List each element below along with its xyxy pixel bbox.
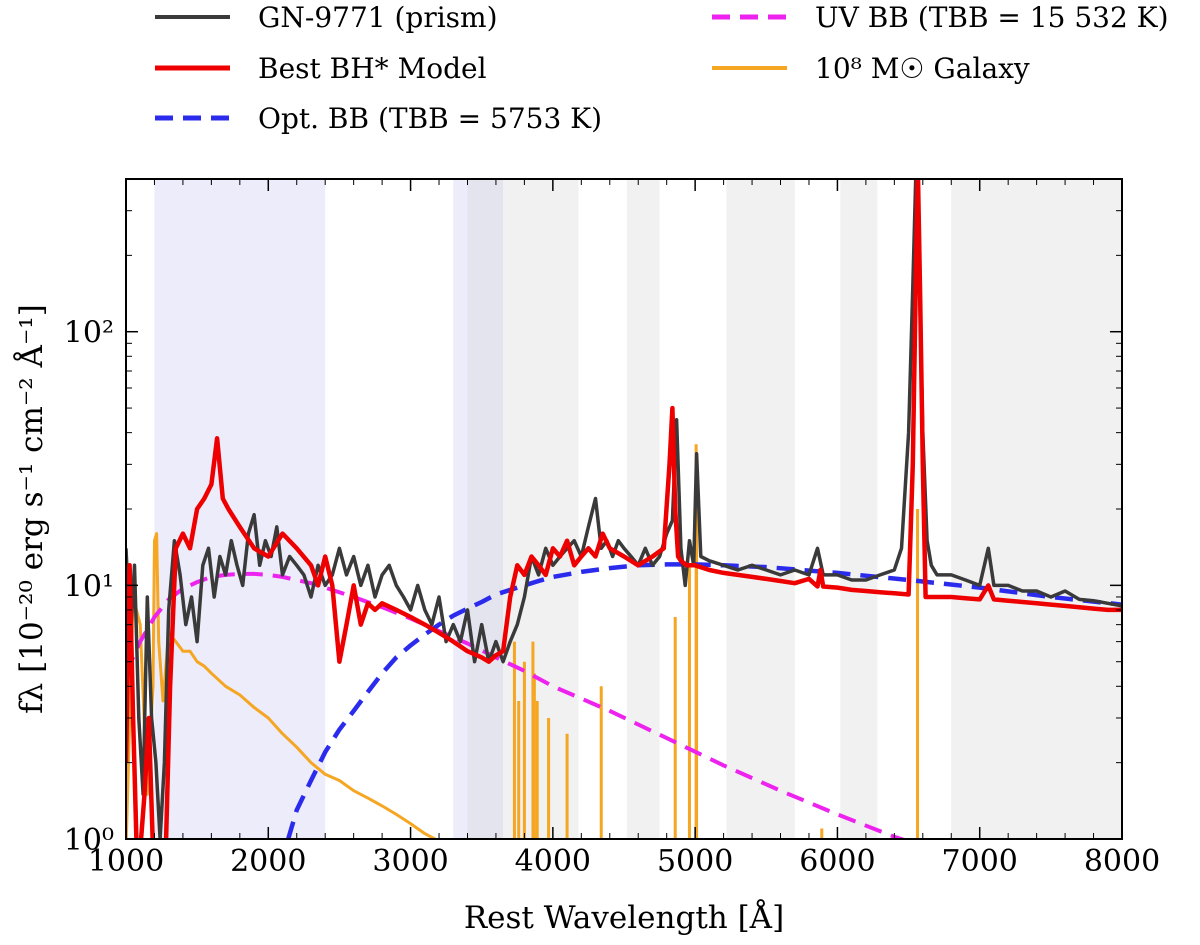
- shade-gray-1: [626, 179, 660, 839]
- x-tick-label-4: 5000: [657, 844, 733, 879]
- axis-ticks: 1000 2000 3000 4000 5000 6000 7000 8000 10⁰ 10¹ 10…: [64, 178, 1160, 879]
- x-tick-label-7: 8000: [1084, 844, 1160, 879]
- x-tick-label-2: 3000: [372, 844, 448, 879]
- legend: GN-9771 (prism) Best BH* Model Opt. BB (…: [155, 1, 1169, 135]
- y-tick-label-2: 10²: [64, 316, 114, 351]
- legend-label-gn9771: GN-9771 (prism): [258, 1, 498, 34]
- legend-label-galaxy: 10⁸ M☉ Galaxy: [815, 52, 1030, 85]
- series-3-line: [126, 571, 908, 839]
- y-tick-label-0: 10⁰: [64, 823, 114, 858]
- x-tick-label-0: 1000: [88, 844, 164, 879]
- shade-gray-2: [726, 179, 795, 839]
- y-tick-label-1: 10¹: [64, 569, 114, 604]
- series-4-line: [126, 532, 439, 839]
- shade-gray-3: [840, 179, 878, 839]
- x-tick-label-5: 6000: [799, 844, 875, 879]
- series-lines: [126, 179, 1122, 839]
- legend-label-opt-bb: Opt. BB (TBB = 5753 K): [258, 102, 602, 135]
- x-tick-label-1: 2000: [230, 844, 306, 879]
- shade-blue-1: [453, 179, 504, 839]
- y-axis-label: fλ [10⁻²⁰ erg s⁻¹ cm⁻² Å⁻¹]: [12, 304, 50, 714]
- shade-blue-0: [154, 179, 326, 839]
- x-axis-label: Rest Wavelength [Å]: [464, 898, 784, 936]
- plot-area: 1000 2000 3000 4000 5000 6000 7000 8000 10⁰ 10¹ 10…: [64, 178, 1160, 879]
- shaded-regions: [154, 179, 1122, 839]
- series-1-line: [126, 179, 1122, 839]
- shade-gray-4: [951, 179, 1122, 839]
- x-tick-label-3: 4000: [515, 844, 591, 879]
- series-0-line: [126, 179, 1122, 839]
- legend-label-uv-bb: UV BB (TBB = 15 532 K): [815, 1, 1169, 34]
- legend-label-bh-model: Best BH* Model: [258, 52, 487, 85]
- x-tick-label-6: 7000: [942, 844, 1018, 879]
